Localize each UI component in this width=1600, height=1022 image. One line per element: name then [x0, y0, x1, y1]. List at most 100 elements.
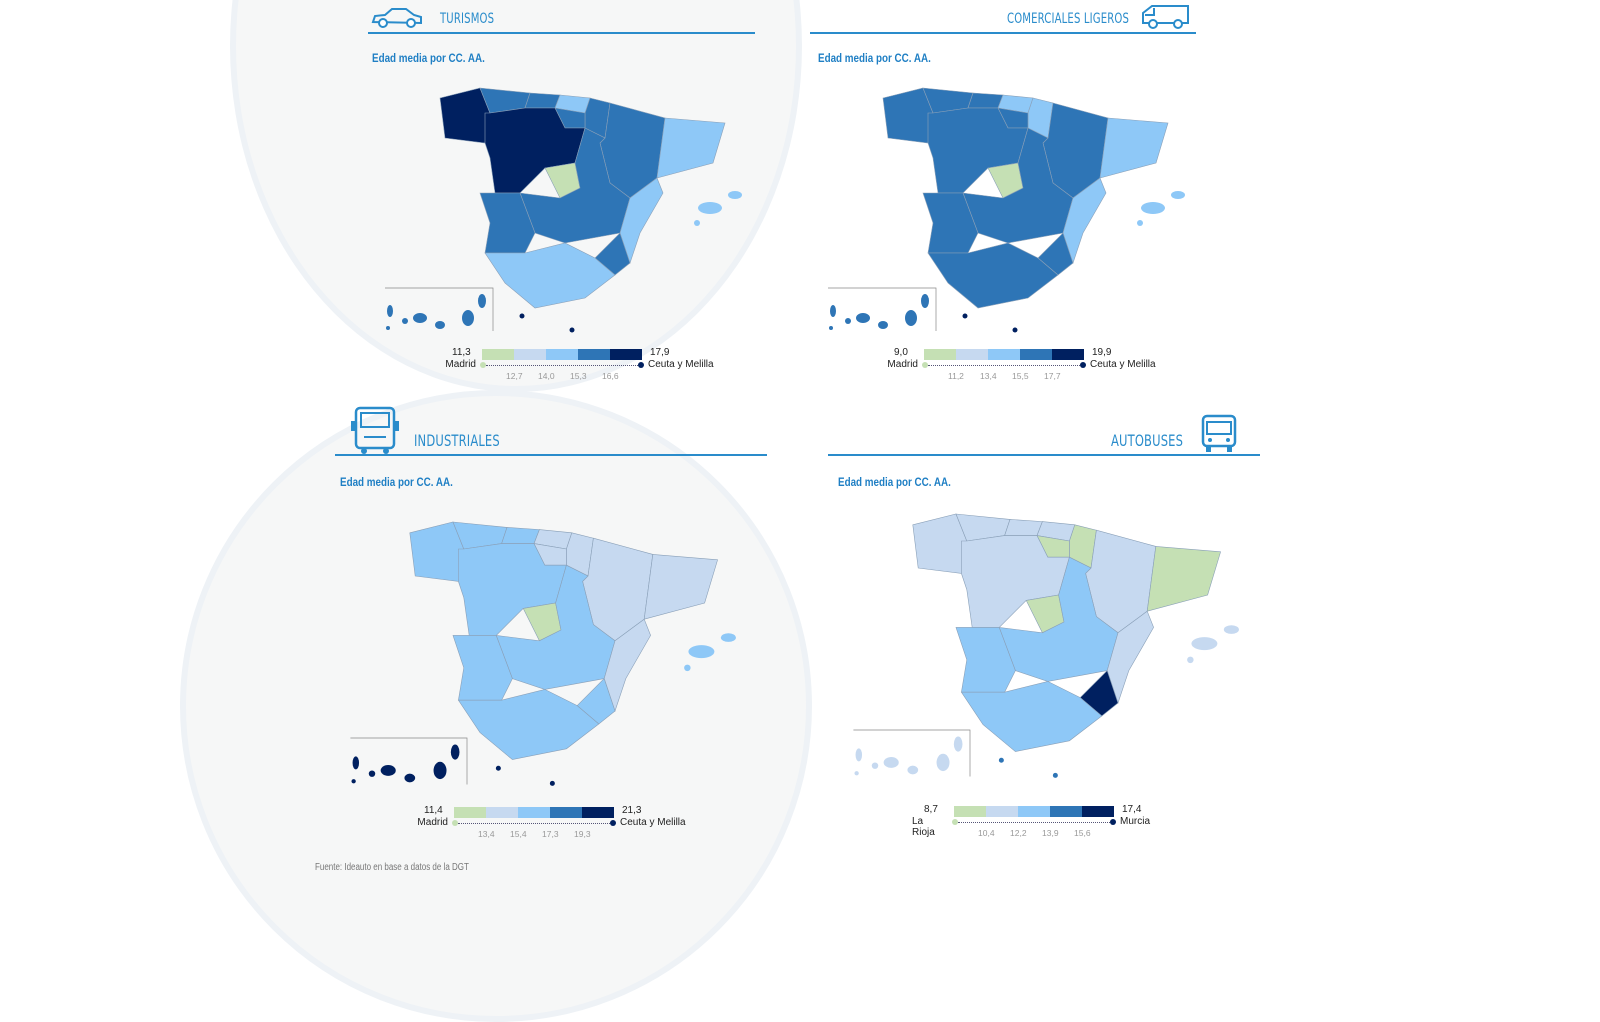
spain-map-comerciales-ligeros — [828, 87, 1185, 333]
region-extremadura — [955, 627, 1016, 693]
legend-max-value: 21,3 — [622, 805, 642, 816]
region-canarias — [450, 744, 460, 760]
legend-swatch — [986, 806, 1018, 817]
region-galicia — [882, 87, 934, 144]
legend-min-dot — [922, 362, 928, 368]
legend-swatch — [578, 349, 610, 360]
region-galicia — [439, 87, 491, 144]
legend-min-dot — [452, 820, 458, 826]
legend-swatch — [954, 806, 986, 817]
region-canarias — [387, 305, 393, 317]
region-canarias — [854, 771, 859, 776]
region-ceuta-melilla — [998, 757, 1004, 763]
region-canarias — [402, 318, 408, 324]
region-extremadura — [479, 192, 536, 254]
map-subtitle: Edad media por CC. AA. — [340, 475, 453, 489]
legend-max-dot — [638, 362, 644, 368]
legend-tick: 14,0 — [538, 371, 555, 381]
region-ceuta-melilla — [569, 327, 575, 333]
legend-tick: 15,6 — [1074, 828, 1091, 838]
region-cataluna — [643, 554, 718, 620]
panel-title: INDUSTRIALES — [414, 431, 500, 450]
region-baleares — [1223, 625, 1239, 634]
region-canarias — [462, 310, 474, 326]
legend-min-region: Madrid — [445, 359, 476, 370]
region-canarias — [871, 762, 879, 769]
region-cataluna — [1099, 117, 1169, 179]
region-ceuta-melilla — [1052, 772, 1058, 778]
region-canarias — [855, 748, 863, 762]
source-footnote: Fuente: Ideauto en base a datos de la DG… — [315, 862, 469, 873]
legend-swatch — [988, 349, 1020, 360]
title-underline — [810, 32, 1196, 34]
region-canarias — [921, 294, 929, 308]
legend-max-region: Ceuta y Melilla — [1090, 359, 1156, 370]
legend-autobuses: 8,7 La Rioja 17,4 Murcia 10,4 12,2 13,9 15,6 — [912, 804, 1212, 844]
canarias-inset-frame — [350, 737, 468, 785]
region-cataluna — [1146, 546, 1221, 612]
region-baleares — [684, 664, 691, 672]
canarias-inset-frame — [828, 287, 937, 331]
legend-max-region: Murcia — [1120, 816, 1151, 827]
truck-icon — [351, 406, 399, 454]
canarias-inset-frame — [853, 729, 971, 777]
legend-max-dot — [1080, 362, 1086, 368]
legend-tick: 15,4 — [510, 829, 527, 839]
legend-max-value: 17,9 — [650, 347, 670, 358]
region-canarias — [829, 326, 833, 330]
legend-swatch — [486, 807, 518, 818]
region-ceuta-melilla — [519, 313, 525, 319]
region-canarias — [845, 318, 851, 324]
region-galicia — [912, 513, 968, 574]
region-canarias — [907, 765, 919, 775]
car-icon — [371, 8, 422, 28]
region-baleares — [694, 220, 700, 226]
legend-tick: 13,9 — [1042, 828, 1059, 838]
region-extremadura — [452, 635, 513, 701]
panel-title: COMERCIALES LIGEROS — [1007, 11, 1130, 27]
legend-swatch — [582, 807, 614, 818]
region-canarias — [380, 765, 396, 776]
spain-map-industriales — [350, 521, 736, 786]
legend-tick: 11,2 — [948, 371, 964, 381]
legend-swatch — [514, 349, 546, 360]
legend-range-line — [458, 823, 610, 824]
region-baleares — [1191, 637, 1218, 651]
legend-turismos: 11,3 Madrid 17,9 Ceuta y Melilla 12,7 14,0 15,… — [440, 347, 740, 387]
region-ceuta-melilla — [495, 765, 501, 771]
legend-swatch — [482, 349, 514, 360]
legend-industriales: 11,4 Madrid 21,3 Ceuta y Melilla 13,4 15,4 17,… — [412, 805, 712, 845]
legend-tick: 10,4 — [978, 828, 995, 838]
region-baleares — [728, 191, 742, 199]
legend-range-line — [958, 822, 1110, 823]
legend-swatch — [610, 349, 642, 360]
legend-swatch — [1050, 806, 1082, 817]
legend-swatch — [1020, 349, 1052, 360]
region-canarias — [351, 779, 356, 784]
legend-swatch — [454, 807, 486, 818]
region-canarias — [830, 305, 836, 317]
legend-min-value: 9,0 — [894, 347, 908, 358]
legend-min-value: 11,4 — [424, 805, 443, 816]
region-ceuta-melilla — [1012, 327, 1018, 333]
legend-tick: 13,4 — [980, 371, 997, 381]
bus-icon — [1201, 414, 1237, 452]
title-underline — [368, 32, 755, 34]
region-canarias — [352, 756, 360, 770]
legend-tick: 16,6 — [602, 371, 619, 381]
legend-swatch — [956, 349, 988, 360]
region-canarias — [905, 310, 917, 326]
region-canarias — [433, 761, 447, 780]
legend-tick: 19,3 — [574, 829, 591, 839]
panel-title: AUTOBUSES — [1111, 431, 1184, 450]
spain-map-turismos — [385, 87, 742, 333]
region-canarias — [404, 773, 416, 783]
region-ceuta-melilla — [962, 313, 968, 319]
legend-max-region: Ceuta y Melilla — [620, 817, 686, 828]
legend-tick: 17,7 — [1044, 371, 1061, 381]
legend-min-region: Madrid — [887, 359, 918, 370]
region-canarias — [368, 770, 376, 777]
legend-comerciales-ligeros: 9,0 Madrid 19,9 Ceuta y Melilla 11,2 13,4 15,5… — [882, 347, 1182, 387]
legend-min-dot — [952, 819, 958, 825]
van-icon — [1142, 5, 1189, 29]
